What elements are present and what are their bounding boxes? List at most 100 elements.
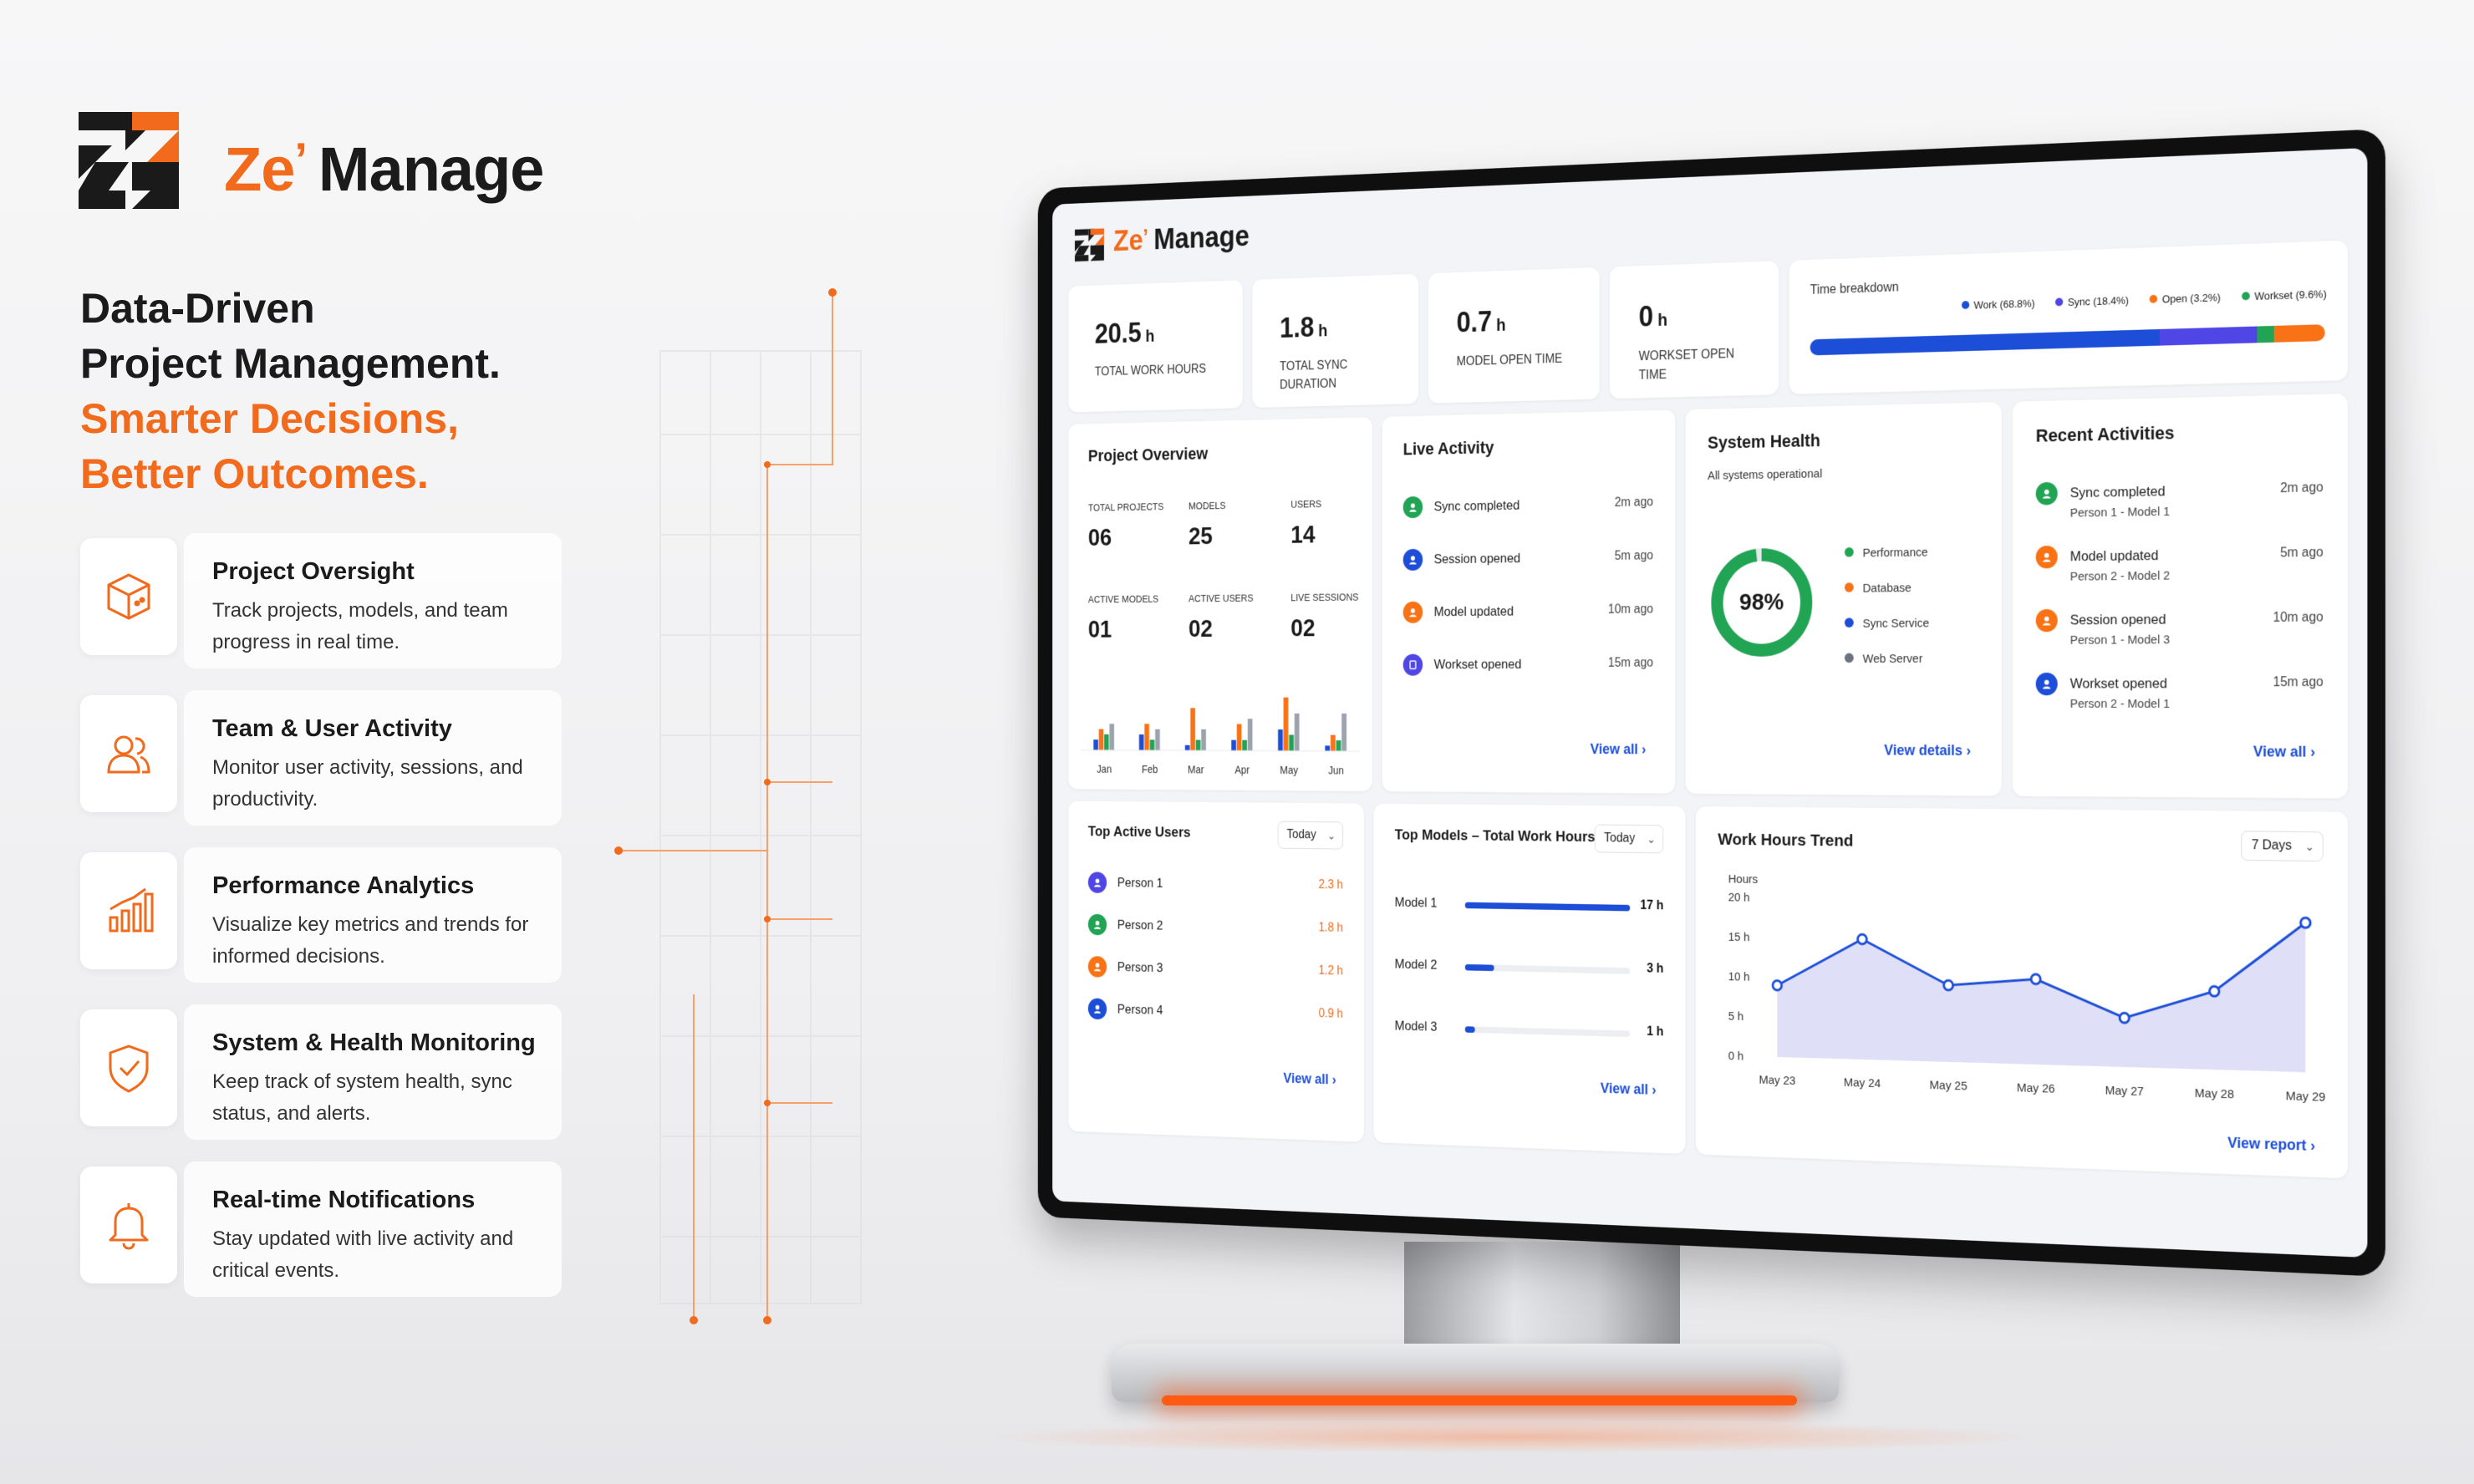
activity-text: Workset opened — [2070, 676, 2167, 693]
avatar — [1088, 914, 1107, 936]
user-row[interactable]: Person 2 1.8 h — [1088, 911, 1343, 946]
model-row[interactable]: Model 2 3 h — [1395, 950, 1664, 987]
chevron-right-icon: › — [1642, 741, 1646, 757]
model-bar-fill — [1465, 902, 1630, 912]
activity-text: Model updated — [1434, 604, 1514, 620]
user-icon — [2036, 609, 2058, 632]
model-row[interactable]: Model 3 1 h — [1395, 1012, 1664, 1050]
range-dropdown[interactable]: 7 Days ⌄ — [2241, 831, 2323, 861]
view-all-link[interactable]: View all › — [1601, 1080, 1657, 1099]
legend-item: Sync Service — [1845, 617, 1929, 653]
bar-chart-icon — [102, 884, 155, 938]
bar — [1331, 735, 1336, 751]
x-tick-label: Mar — [1188, 764, 1204, 776]
activity-row[interactable]: Sync completed 2m ago — [1403, 489, 1653, 524]
headline-line-accent: Smarter Decisions, — [80, 391, 501, 446]
data-point[interactable] — [1773, 980, 1782, 990]
model-name: Model 3 — [1395, 1019, 1438, 1035]
metric: Live Sessions 02 — [1290, 592, 1358, 643]
view-all-link[interactable]: View all › — [1283, 1070, 1336, 1088]
headline-line-accent: Better Outcomes. — [80, 446, 501, 501]
chevron-right-icon: › — [2310, 744, 2315, 760]
bar — [1139, 734, 1144, 750]
feature-icon-box — [80, 1166, 177, 1283]
users-icon — [102, 727, 155, 780]
activity-row[interactable]: Model updated Person 2 - Model 2 5m ago — [2036, 539, 2324, 592]
data-point[interactable] — [1858, 934, 1867, 944]
period-dropdown[interactable]: Today ⌄ — [1595, 824, 1663, 853]
feature-icon-box — [80, 1009, 177, 1126]
user-name: Person 2 — [1117, 917, 1163, 933]
data-point[interactable] — [2031, 974, 2040, 984]
feature-icon-box — [80, 695, 177, 812]
health-legend: Performance Database Sync Service Web Se… — [1845, 546, 1929, 688]
feature-card: System & Health Monitoring Keep track of… — [80, 1004, 562, 1140]
legend-item: Work (68.8%) — [1962, 297, 2035, 312]
stat-label: Total Sync Duration — [1280, 356, 1362, 395]
data-point[interactable] — [2120, 1013, 2129, 1023]
activity-text: Session opened — [2070, 612, 2166, 628]
activity-row[interactable]: Model updated 10m ago — [1403, 597, 1653, 630]
bar — [1196, 739, 1201, 750]
headline-line: Project Management. — [80, 336, 501, 391]
chevron-down-icon: ⌄ — [2305, 832, 2314, 861]
feature-card: Team & User Activity Monitor user activi… — [80, 690, 562, 826]
data-point[interactable] — [2301, 917, 2311, 928]
card-title: Recent Activities — [2036, 423, 2175, 447]
activity-time: 5m ago — [1615, 549, 1653, 564]
x-tick-label: May 24 — [1844, 1075, 1881, 1090]
view-all-link[interactable]: View all › — [1591, 741, 1647, 758]
top-models-card: Top Models – Total Work Hours Today ⌄ Mod… — [1374, 804, 1686, 1154]
bar — [1325, 745, 1330, 750]
recent-activities-card: Recent Activities Sync completed Person … — [2013, 394, 2348, 799]
stand-light-strip — [1162, 1395, 1797, 1405]
model-row[interactable]: Model 1 17 h — [1395, 888, 1664, 924]
activity-row[interactable]: Session opened Person 1 - Model 3 10m ag… — [2036, 604, 2324, 655]
activity-text: Model updated — [2070, 547, 2159, 565]
data-point[interactable] — [1944, 980, 1953, 990]
activity-sub: Person 2 - Model 1 — [2070, 697, 2170, 711]
stat-value: 20.5 — [1095, 317, 1142, 349]
view-details-link[interactable]: View details › — [1884, 742, 1971, 760]
bar — [1109, 724, 1114, 750]
headline-line: Data-Driven — [80, 281, 501, 336]
feature-card: Performance Analytics Visualize key metr… — [80, 847, 562, 983]
data-point[interactable] — [2210, 986, 2219, 996]
chevron-down-icon: ⌄ — [1647, 826, 1655, 852]
feature-icon-box — [80, 538, 177, 655]
x-tick-label: Feb — [1142, 763, 1158, 775]
activity-sub: Person 1 - Model 1 — [2070, 505, 2170, 520]
bar — [1093, 739, 1098, 750]
activity-row[interactable]: Workset opened 15m ago — [1403, 650, 1653, 682]
bar — [1336, 740, 1341, 751]
card-title: Work Hours Trend — [1718, 831, 1853, 851]
view-all-link[interactable]: View all › — [2253, 743, 2315, 760]
monitor-stand-neck — [1404, 1242, 1680, 1359]
chevron-right-icon: › — [1332, 1072, 1336, 1088]
user-icon — [2036, 482, 2058, 506]
user-name: Person 3 — [1117, 959, 1163, 975]
user-hours: 1.8 h — [1319, 921, 1343, 935]
x-tick-label: Apr — [1234, 764, 1250, 776]
view-report-link[interactable]: View report › — [2227, 1135, 2315, 1155]
connector-lines — [585, 276, 919, 1362]
chevron-right-icon: › — [1652, 1082, 1656, 1098]
user-icon — [1403, 602, 1423, 623]
activity-row[interactable]: Session opened 5m ago — [1403, 543, 1653, 577]
chevron-down-icon: ⌄ — [1327, 822, 1336, 848]
dashboard-brand: Ze’ Manage — [1113, 221, 1250, 258]
breakdown-segment-open — [2257, 326, 2273, 343]
activity-row[interactable]: Sync completed Person 1 - Model 1 2m ago — [2036, 474, 2324, 528]
user-row[interactable]: Person 3 1.2 h — [1088, 953, 1343, 989]
activity-row[interactable]: Workset opened Person 2 - Model 1 15m ag… — [2036, 668, 2324, 719]
time-breakdown-title: Time breakdown — [1810, 281, 1899, 298]
x-tick-label: Jun — [1328, 765, 1344, 777]
user-row[interactable]: Person 1 2.3 h — [1088, 869, 1343, 903]
y-tick-label: 15 h — [1728, 930, 1750, 944]
user-row[interactable]: Person 4 0.9 h — [1088, 995, 1343, 1032]
period-dropdown[interactable]: Today ⌄ — [1278, 821, 1343, 850]
legend-item: Database — [1845, 581, 1929, 617]
model-hours: 17 h — [1640, 899, 1663, 913]
user-icon — [1403, 496, 1423, 518]
avatar — [1088, 956, 1107, 978]
